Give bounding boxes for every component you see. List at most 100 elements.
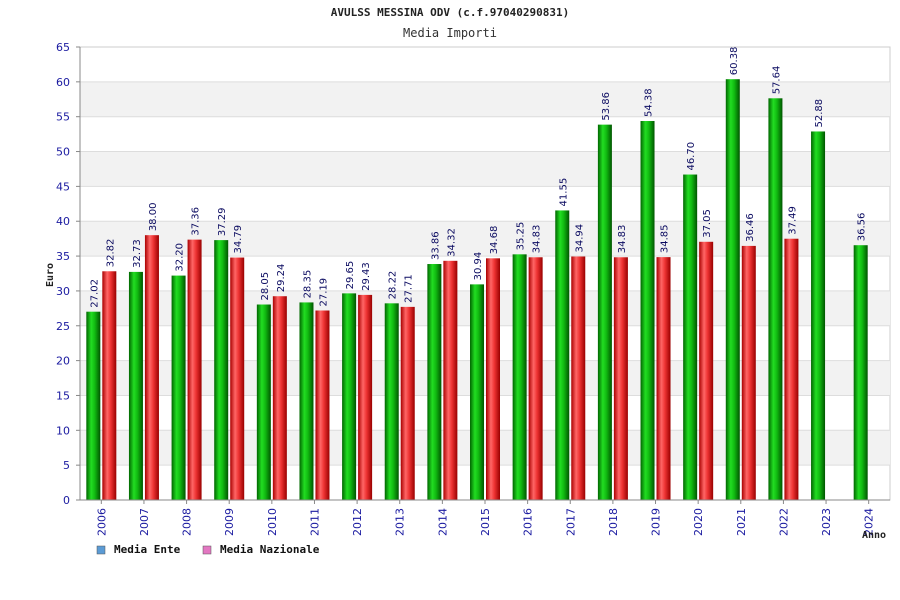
y-tick-label: 55 — [56, 111, 70, 124]
bar-media-ente — [597, 124, 612, 500]
bar-media-nazionale — [272, 296, 287, 500]
data-label: 36.56 — [857, 213, 868, 242]
y-tick-label: 40 — [56, 215, 70, 228]
bar-media-nazionale — [187, 239, 202, 501]
data-label: 29.65 — [345, 261, 356, 290]
bar-media-nazionale — [443, 260, 458, 500]
data-label: 34.83 — [532, 225, 543, 254]
data-label: 34.94 — [574, 224, 585, 253]
data-label: 30.94 — [473, 252, 484, 281]
grid-band — [80, 151, 890, 187]
bar-media-ente — [342, 293, 357, 500]
x-axis: 2006 2007 2008 2009 2010 2011 2012 2013 2014 2015… — [80, 499, 890, 536]
bar-media-nazionale — [784, 238, 799, 500]
y-tick-label: 50 — [56, 146, 70, 159]
data-label: 34.85 — [660, 224, 671, 253]
y-tick-label: 10 — [56, 424, 70, 437]
y-tick-label: 60 — [56, 76, 70, 89]
bar-media-ente — [725, 79, 740, 500]
data-label: 57.64 — [771, 66, 782, 95]
data-label: 32.20 — [175, 243, 186, 272]
data-label: 29.24 — [276, 264, 287, 293]
legend-entry: Media Ente — [114, 543, 181, 556]
bars: 27.02 32.73 32.20 37.29 28.05 28.35 29.65 28.22… — [86, 47, 868, 501]
y-tick-label: 45 — [56, 180, 70, 193]
legend-swatch — [202, 545, 212, 555]
x-tick-label: 2014 — [436, 508, 449, 536]
y-tick-label: 15 — [56, 389, 70, 402]
x-tick-label: 2018 — [607, 508, 620, 536]
x-tick-label: 2015 — [479, 508, 492, 536]
bar-media-ente — [640, 121, 655, 500]
data-label: 32.73 — [132, 239, 143, 268]
bar-media-nazionale — [486, 258, 500, 500]
bar-media-nazionale — [741, 245, 756, 500]
x-tick-label: 2011 — [308, 508, 321, 536]
bar-media-ente — [683, 174, 698, 500]
data-label: 34.68 — [489, 226, 500, 255]
x-tick-label: 2019 — [650, 508, 663, 536]
data-label: 28.22 — [388, 271, 399, 300]
bar-media-nazionale — [613, 257, 628, 500]
x-tick-label: 2010 — [266, 508, 279, 536]
data-label: 54.38 — [644, 88, 655, 117]
data-label: 27.02 — [89, 279, 100, 308]
x-tick-label: 2009 — [223, 508, 236, 536]
bar-media-nazionale — [230, 257, 245, 500]
data-label: 27.19 — [318, 278, 329, 307]
y-tick-label: 25 — [56, 320, 70, 333]
data-label: 37.49 — [787, 206, 798, 235]
bar-media-ente — [86, 311, 101, 500]
bar-media-ente — [853, 245, 868, 500]
data-label: 41.55 — [558, 178, 569, 207]
legend-swatch — [96, 545, 106, 555]
data-label: 34.32 — [446, 228, 457, 257]
x-tick-label: 2017 — [564, 508, 577, 536]
bar-media-ente — [299, 302, 314, 500]
x-axis-label: Anno — [862, 530, 886, 541]
bar-media-nazionale — [144, 235, 159, 500]
data-label: 52.88 — [814, 99, 825, 128]
x-tick-label: 2021 — [735, 508, 748, 536]
bar-media-nazionale — [528, 257, 543, 500]
bar-media-ente — [470, 284, 484, 500]
data-label: 37.29 — [217, 207, 228, 236]
grid-band — [80, 81, 890, 117]
data-label: 60.38 — [729, 47, 740, 76]
data-label: 36.46 — [745, 213, 756, 242]
bar-media-nazionale — [656, 257, 671, 500]
y-axis: 0 5 10 15 20 25 30 35 40 45 50 55 60 65 — [56, 41, 81, 507]
chart-title: AVULSS MESSINA ODV (c.f.97040290831) — [331, 6, 569, 19]
bar-media-ente — [768, 98, 783, 500]
x-tick-label: 2012 — [351, 508, 364, 536]
data-label: 37.36 — [191, 207, 202, 236]
data-label: 35.25 — [516, 222, 527, 251]
bar-media-nazionale — [358, 294, 373, 500]
x-tick-label: 2013 — [394, 508, 407, 536]
x-tick-label: 2008 — [181, 508, 194, 536]
data-label: 27.71 — [404, 274, 415, 303]
y-tick-label: 65 — [56, 41, 70, 54]
data-label: 32.82 — [105, 239, 116, 268]
data-label: 53.86 — [601, 92, 612, 121]
legend: Media Ente Media Nazionale — [96, 543, 320, 556]
y-axis-label: Euro — [45, 263, 56, 287]
bar-media-nazionale — [571, 256, 586, 500]
data-label: 33.86 — [430, 231, 441, 260]
data-label: 28.05 — [260, 272, 271, 301]
bar-media-ente — [512, 254, 527, 500]
bar-media-ente — [555, 210, 570, 500]
data-label: 34.83 — [617, 225, 628, 254]
x-tick-label: 2023 — [820, 508, 833, 536]
x-tick-label: 2016 — [522, 508, 535, 536]
data-label: 34.79 — [233, 225, 244, 254]
bar-media-ente — [128, 271, 143, 500]
y-tick-label: 30 — [56, 285, 70, 298]
bar-media-nazionale — [400, 306, 415, 500]
bar-media-ente — [427, 264, 442, 500]
data-label: 46.70 — [686, 142, 697, 171]
y-tick-label: 5 — [63, 459, 70, 472]
y-tick-label: 35 — [56, 250, 70, 263]
data-label: 37.05 — [702, 209, 713, 238]
